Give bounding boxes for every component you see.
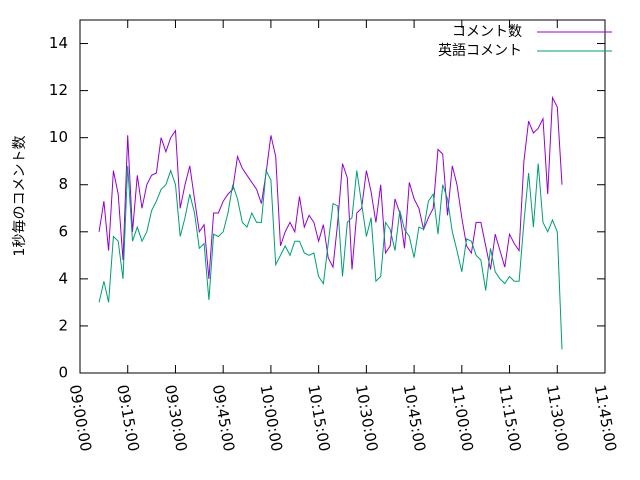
y-tick-label: 14 <box>49 34 68 52</box>
series-line <box>98 163 563 350</box>
y-axis-label: 1秒毎のコメント数 <box>12 136 28 257</box>
legend-label: 英語コメント <box>438 42 522 59</box>
plot-border <box>79 19 606 374</box>
y-tick-label: 2 <box>58 316 68 334</box>
y-tick-label: 4 <box>58 269 68 287</box>
legend-label: コメント数 <box>452 24 522 40</box>
series-line <box>98 95 563 279</box>
y-tick-label: 0 <box>58 364 68 382</box>
y-tick-label: 8 <box>58 175 68 193</box>
y-tick-label: 12 <box>49 81 68 99</box>
y-tick-label: 10 <box>49 128 68 146</box>
y-tick-label: 6 <box>58 222 68 240</box>
